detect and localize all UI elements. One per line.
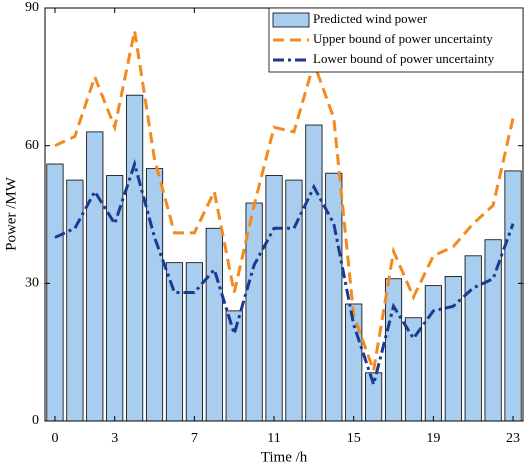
bar: [46, 163, 64, 422]
x-axis-label: Time /h: [261, 449, 308, 465]
legend-box: [268, 7, 524, 73]
bar: [305, 124, 323, 422]
bar: [504, 170, 522, 422]
y-tick-label: 60: [25, 138, 39, 153]
x-tick-label: 7: [191, 431, 198, 446]
x-tick-label: 3: [111, 431, 118, 446]
y-tick-label: 0: [32, 413, 39, 428]
bar: [86, 131, 104, 422]
bar: [225, 310, 243, 422]
bar: [185, 262, 203, 422]
legend-swatch: [272, 12, 310, 28]
bar: [424, 285, 442, 422]
y-axis-label: Power /MW: [3, 176, 19, 251]
bar: [464, 255, 482, 422]
bar: [66, 179, 84, 422]
y-tick-label: 30: [25, 276, 39, 291]
x-tick-label: 19: [426, 431, 440, 446]
y-tick-label: 90: [25, 0, 39, 15]
bar: [444, 276, 462, 422]
legend-label: Lower bound of power uncertainty: [313, 51, 495, 66]
bar: [165, 262, 184, 422]
x-tick-label: 0: [51, 431, 58, 446]
x-tick-label: 11: [267, 431, 280, 446]
x-tick-label: 23: [506, 431, 520, 446]
legend: Predicted wind power Upper bound of power…: [268, 7, 524, 73]
x-tick-label: 15: [347, 431, 361, 446]
bar: [384, 278, 403, 422]
bar: [265, 175, 283, 422]
bar: [345, 303, 363, 422]
bar: [126, 94, 144, 422]
line: [54, 30, 515, 377]
line: [54, 158, 515, 390]
bar: [205, 227, 223, 422]
bar: [285, 179, 303, 422]
legend-label: Upper bound of power uncertainty: [313, 31, 493, 46]
bar: [145, 168, 164, 422]
bar: [404, 317, 423, 422]
legend-label: Predicted wind power: [313, 11, 428, 26]
